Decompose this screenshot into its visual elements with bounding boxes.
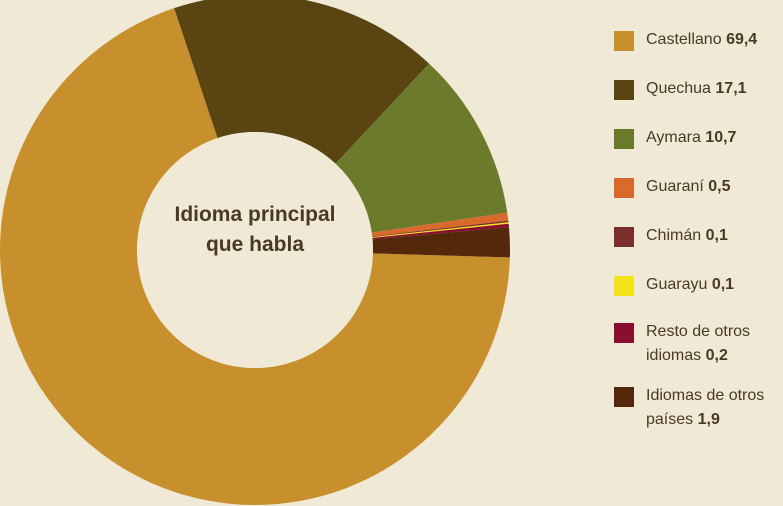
legend-label: países bbox=[646, 411, 694, 428]
legend-swatch bbox=[614, 227, 634, 247]
legend-value: 69,4 bbox=[726, 31, 758, 48]
legend-swatch bbox=[614, 31, 634, 51]
legend-swatch bbox=[614, 129, 634, 149]
legend-item-chiman: Chimán 0,1 bbox=[614, 224, 783, 248]
pie-slice-idiomas-de-otros-pa-ses bbox=[372, 226, 510, 258]
chart-title: Idioma principal que habla bbox=[140, 200, 370, 260]
pie-slice-guaran- bbox=[371, 212, 509, 237]
legend-label: Quechua bbox=[646, 80, 711, 97]
legend-swatch bbox=[614, 323, 634, 343]
pie-slice-chim-n bbox=[372, 220, 509, 238]
donut-hole bbox=[137, 132, 373, 368]
chart-title-line-2: que habla bbox=[205, 233, 305, 256]
legend-value: 0,5 bbox=[708, 178, 731, 195]
legend-item-otros-paises: Idiomas de otros países 1,9 bbox=[614, 384, 783, 432]
legend-label: idiomas bbox=[646, 347, 702, 364]
legend-swatch bbox=[614, 276, 634, 296]
legend-value: 1,9 bbox=[697, 411, 720, 428]
legend-item-quechua: Quechua 17,1 bbox=[614, 77, 783, 101]
legend-label: Resto de otros bbox=[646, 323, 751, 340]
legend-swatch bbox=[614, 80, 634, 100]
legend-swatch bbox=[614, 178, 634, 198]
legend-label: Castellano bbox=[646, 31, 722, 48]
pie-slice-resto-de-otros-idiomas bbox=[372, 223, 509, 240]
legend-label: Aymara bbox=[646, 129, 701, 146]
legend-value: 10,7 bbox=[705, 129, 737, 146]
legend-value: 0,1 bbox=[711, 276, 735, 293]
legend-label: Chimán bbox=[646, 227, 702, 244]
legend-item-aymara: Aymara 10,7 bbox=[614, 126, 783, 150]
pie-slice-castellano bbox=[0, 8, 510, 505]
legend-item-resto: Resto de otros idiomas 0,2 bbox=[614, 320, 783, 368]
legend-value: 17,1 bbox=[715, 80, 747, 97]
legend-value: 0,1 bbox=[705, 227, 728, 244]
legend-item-castellano: Castellano 69,4 bbox=[614, 28, 783, 52]
legend-swatch bbox=[614, 387, 634, 407]
legend-label: Idiomas de otros bbox=[646, 387, 765, 404]
legend-item-guarayu: Guarayu 0,1 bbox=[614, 273, 783, 297]
chart-title-line-1: Idioma principal bbox=[174, 203, 336, 226]
legend-value: 0,2 bbox=[705, 347, 728, 364]
pie-slice-guarayu bbox=[372, 222, 509, 238]
legend-label: Guaraní bbox=[646, 178, 704, 195]
legend-label: Guarayu bbox=[646, 276, 708, 293]
pie-slice-quechua bbox=[174, 0, 430, 164]
pie-slice-aymara bbox=[335, 63, 508, 233]
legend-item-guarani: Guaraní 0,5 bbox=[614, 175, 783, 199]
